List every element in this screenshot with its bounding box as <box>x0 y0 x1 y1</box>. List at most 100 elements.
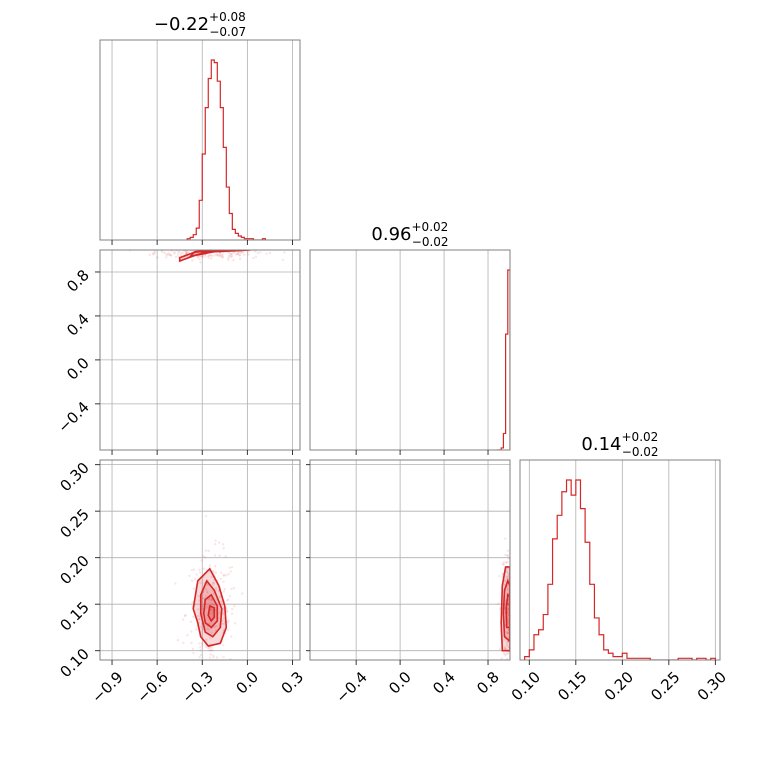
scatter-point <box>200 559 203 562</box>
scatter-point <box>179 251 182 254</box>
scatter-point <box>506 651 509 654</box>
scatter-point <box>153 250 157 253</box>
scatter-point <box>501 663 503 665</box>
scatter-point <box>515 607 517 609</box>
x-tick-label: 0.0 <box>233 668 263 698</box>
scatter-point <box>233 622 237 625</box>
scatter-point <box>204 594 207 598</box>
histogram-step-line <box>186 59 267 240</box>
scatter-point <box>221 612 225 615</box>
scatter-point <box>197 256 200 259</box>
scatter-point <box>198 571 202 574</box>
scatter-point <box>197 608 200 611</box>
scatter-point <box>222 580 225 584</box>
panel-content <box>186 59 267 240</box>
title-minus-error: −0.02 <box>412 235 449 249</box>
scatter-point <box>152 245 154 247</box>
scatter-point <box>511 580 513 582</box>
scatter-point <box>502 661 504 663</box>
scatter-point <box>188 574 191 578</box>
scatter-point <box>281 258 285 261</box>
scatter-point <box>515 595 517 597</box>
scatter-point <box>511 630 513 632</box>
scatter-point <box>166 253 169 256</box>
scatter-point <box>213 254 216 257</box>
scatter-point <box>205 638 208 641</box>
scatter-point <box>198 245 200 247</box>
gridlines <box>111 40 293 240</box>
scatter-point <box>206 605 209 609</box>
scatter-point <box>504 652 507 656</box>
scatter-point <box>192 651 195 655</box>
scatter-point <box>226 599 229 602</box>
scatter-point <box>200 604 204 608</box>
scatter-point <box>228 566 231 569</box>
scatter-point <box>210 631 214 634</box>
scatter-point <box>512 582 514 584</box>
scatter-point <box>506 611 510 614</box>
scatter-point <box>209 653 212 656</box>
scatter-point <box>504 646 507 649</box>
scatter-point <box>176 639 180 642</box>
scatter-point <box>167 252 170 255</box>
histogram-step-line <box>524 479 716 660</box>
scatter-point <box>214 586 218 590</box>
scatter-point <box>192 244 194 246</box>
scatter-point <box>231 245 233 247</box>
scatter-point <box>156 256 159 259</box>
scatter-point <box>210 612 213 615</box>
scatter-point <box>226 628 230 632</box>
scatter-point <box>221 253 224 257</box>
scatter-point <box>227 573 230 576</box>
gridlines <box>100 250 300 450</box>
scatter-point <box>206 246 208 248</box>
scatter-point <box>166 246 168 248</box>
scatter-point <box>258 251 262 254</box>
scatter-point <box>504 537 507 540</box>
parameter-title-0: −0.22+0.08 −0.07 <box>154 10 246 39</box>
scatter-point <box>512 585 514 587</box>
scatter-point <box>161 250 164 254</box>
gridlines <box>528 460 716 660</box>
scatter-point <box>247 250 250 253</box>
scatter-point <box>217 254 220 257</box>
scatter-point <box>198 246 200 248</box>
scatter-point <box>201 644 204 647</box>
panel-1-0 <box>95 243 301 455</box>
scatter-point <box>205 625 209 628</box>
scatter-point <box>504 553 507 557</box>
scatter-point <box>511 641 513 643</box>
scatter-point <box>219 255 222 258</box>
scatter-point <box>507 609 510 613</box>
scatter-point <box>204 255 207 258</box>
scatter-point <box>159 245 161 247</box>
scatter-point <box>247 253 250 256</box>
scatter-point <box>247 246 249 248</box>
scatter-point <box>197 244 199 246</box>
scatter-point <box>195 243 197 245</box>
scatter-point <box>175 244 177 246</box>
scatter-point <box>182 247 184 249</box>
scatter-point <box>231 253 234 256</box>
scatter-point <box>210 598 213 602</box>
scatter-point <box>113 245 115 247</box>
panel-0-0 <box>99 39 301 245</box>
scatter-point <box>200 254 203 258</box>
scatter-point <box>225 244 227 246</box>
scatter-point <box>174 255 178 259</box>
panel-frame <box>309 249 511 451</box>
scatter-point <box>509 682 511 684</box>
x-tick-label: 0.15 <box>554 668 590 704</box>
scatter-point <box>215 624 218 628</box>
scatter-point <box>193 666 195 668</box>
scatter-point <box>510 654 512 656</box>
scatter-point <box>216 254 219 257</box>
scatter-point <box>254 255 258 258</box>
scatter-point <box>176 253 180 256</box>
scatter-point <box>225 574 228 577</box>
scatter-point <box>510 593 512 595</box>
scatter-point <box>178 247 180 249</box>
scatter-point <box>202 597 206 600</box>
scatter-point <box>212 656 215 659</box>
title-plus-error: +0.02 <box>412 220 449 234</box>
